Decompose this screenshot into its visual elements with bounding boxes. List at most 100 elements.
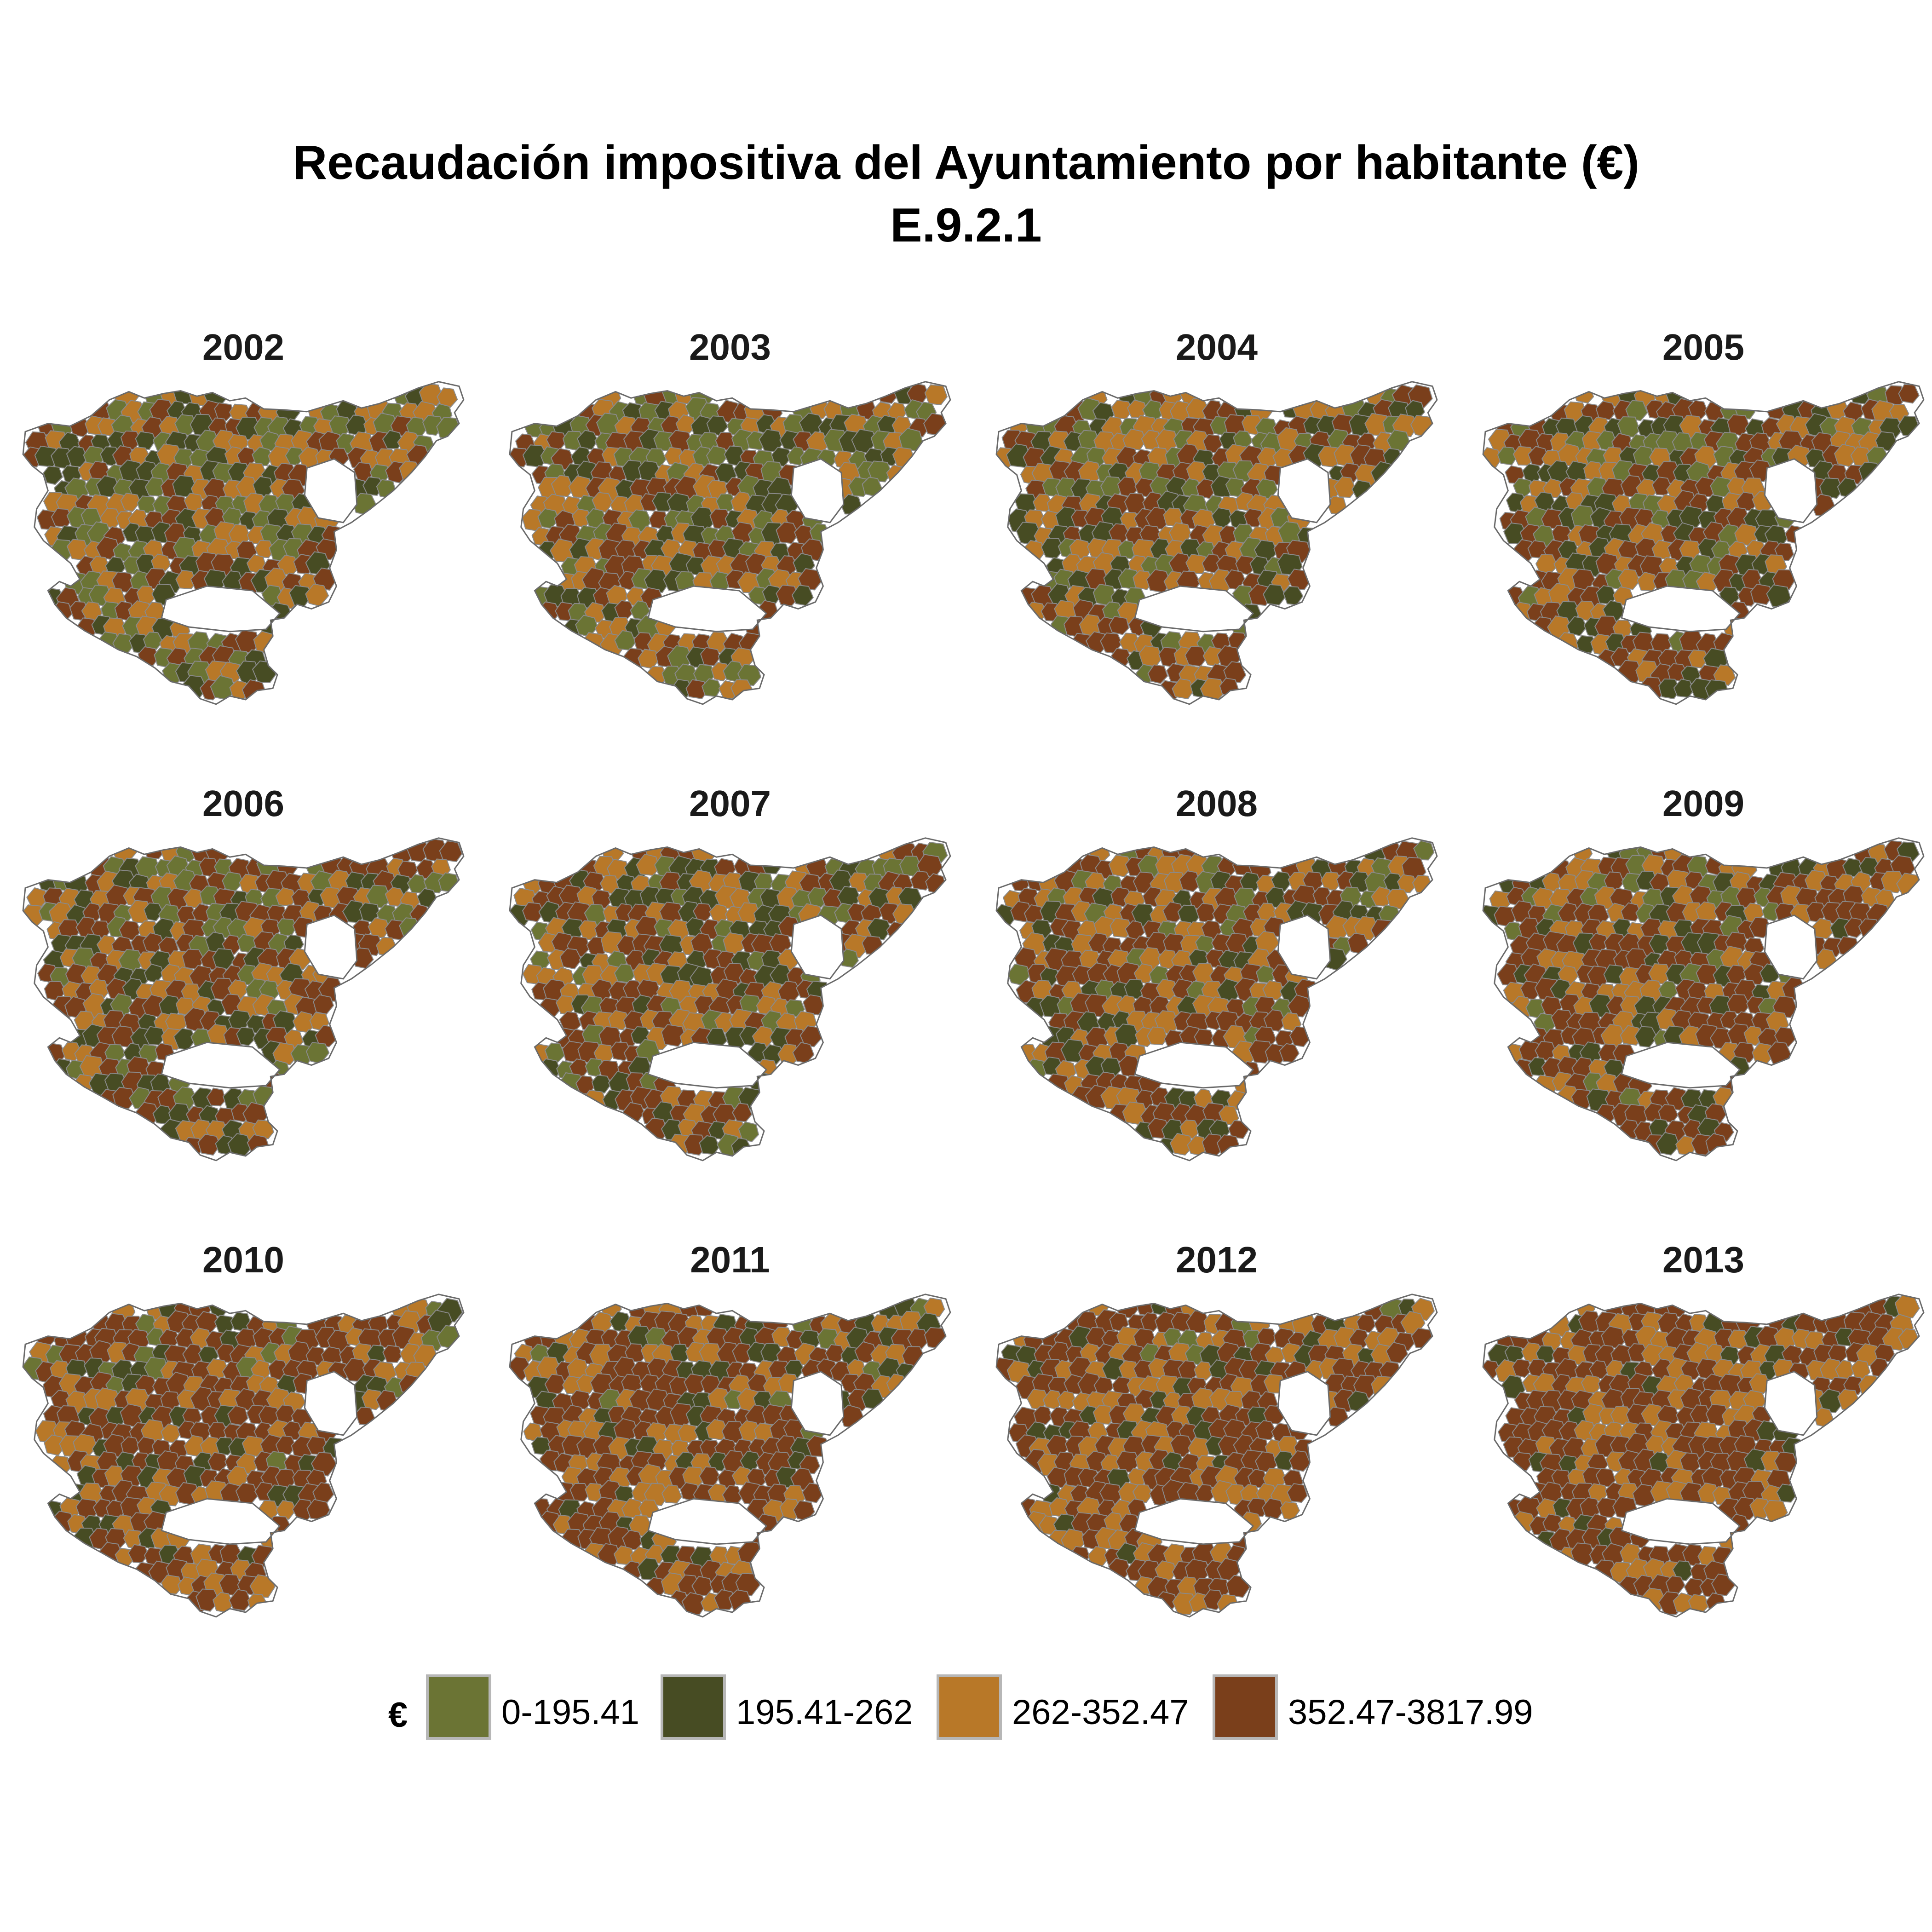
map-panel-2009: 2009 <box>1460 778 1932 1234</box>
municipality-region <box>1625 400 1648 421</box>
municipality-region <box>910 870 932 891</box>
municipality-region <box>1763 1500 1788 1523</box>
municipality-region <box>376 479 397 499</box>
choropleth-map <box>509 1294 951 1618</box>
municipality-region <box>1179 870 1201 892</box>
municipality-region <box>1140 1312 1161 1332</box>
municipality-region <box>1658 678 1681 700</box>
region-outline <box>509 1294 951 1618</box>
panel-year-label: 2004 <box>1176 327 1258 368</box>
municipality-region <box>155 1042 175 1062</box>
region-outline <box>1482 837 1925 1162</box>
map-panel-2002: 2002 <box>0 322 487 777</box>
municipality-region <box>924 384 948 406</box>
municipality-region <box>275 1435 297 1455</box>
municipality-layer <box>23 383 462 702</box>
municipality-region <box>143 902 164 921</box>
municipality-region <box>1092 1404 1115 1425</box>
municipality-region <box>867 917 891 941</box>
municipality-region <box>867 460 892 483</box>
panel-year-label: 2011 <box>690 1239 770 1280</box>
map-panel-2013: 2013 <box>1460 1235 1932 1690</box>
municipality-region <box>175 569 197 590</box>
municipality-region <box>254 540 275 558</box>
municipality-region <box>592 492 614 513</box>
municipality-region <box>1334 476 1357 498</box>
municipality-region <box>591 1075 612 1094</box>
region-outline <box>22 837 465 1162</box>
municipality-region <box>1750 583 1774 605</box>
municipality-region <box>1397 874 1417 894</box>
choropleth-map <box>509 381 951 705</box>
choropleth-map <box>509 837 951 1162</box>
municipality-region <box>1156 978 1178 1000</box>
municipality-region <box>1656 1132 1680 1156</box>
legend-swatch-4 <box>1213 1674 1278 1740</box>
municipality-region <box>1132 1484 1153 1503</box>
legend-swatch-2 <box>661 1674 726 1740</box>
legend-label-2: 195.41-262 <box>736 1693 913 1732</box>
municipality-region <box>1673 678 1694 698</box>
municipality-region <box>120 493 141 512</box>
municipality-region <box>1239 872 1261 892</box>
municipality-region <box>802 994 825 1016</box>
municipality-region <box>1110 917 1133 938</box>
municipality-region <box>206 1087 226 1107</box>
choropleth-map <box>22 837 465 1162</box>
municipality-region <box>1620 1025 1642 1046</box>
municipality-region <box>1818 1388 1844 1414</box>
municipality-region <box>1386 1342 1408 1363</box>
municipality-region <box>1137 854 1162 878</box>
municipality-region <box>419 383 444 407</box>
municipality-region <box>1133 570 1154 590</box>
municipality-region <box>762 584 782 604</box>
region-outline <box>509 381 951 705</box>
municipality-region <box>1287 994 1311 1018</box>
municipality-region <box>861 935 884 955</box>
municipality-region <box>1634 1026 1658 1048</box>
municipality-region <box>1273 1450 1296 1471</box>
municipality-region <box>136 585 157 605</box>
municipality-region <box>1185 553 1209 575</box>
panel-year-label: 2007 <box>689 783 771 824</box>
municipality-region <box>161 1574 183 1595</box>
panel-year-label: 2013 <box>1662 1239 1744 1280</box>
municipality-region <box>644 569 670 593</box>
page-subtitle: E.9.2.1 <box>890 199 1042 252</box>
legend-swatch-3 <box>937 1674 1002 1740</box>
municipality-region <box>1882 1327 1908 1351</box>
legend-label-4: 352.47-3817.99 <box>1288 1693 1533 1732</box>
municipality-region <box>196 1588 220 1612</box>
municipality-region <box>1147 664 1168 684</box>
municipality-region <box>1322 947 1347 971</box>
choropleth-map <box>22 381 465 705</box>
region-outline <box>1482 1294 1925 1618</box>
municipality-region <box>272 1042 297 1065</box>
municipality-region <box>684 1134 707 1156</box>
municipality-layer <box>510 1295 948 1616</box>
municipality-region <box>1247 1497 1269 1517</box>
municipality-region <box>597 1543 621 1565</box>
choropleth-map <box>995 1294 1438 1618</box>
map-panel-2012: 2012 <box>973 1235 1460 1690</box>
municipality-region <box>585 1483 605 1502</box>
map-panel-2010: 2010 <box>0 1235 487 1690</box>
municipality-region <box>229 1589 252 1611</box>
map-panel-2004: 2004 <box>973 322 1460 777</box>
municipality-region <box>112 1087 136 1110</box>
municipality-region <box>1287 1483 1308 1503</box>
municipality-region <box>1748 917 1771 938</box>
municipality-region <box>1108 854 1133 877</box>
municipality-region <box>681 1592 707 1616</box>
municipality-region <box>652 491 675 512</box>
municipality-region <box>1271 871 1293 892</box>
municipality-region <box>1263 584 1287 606</box>
region-outline <box>22 381 465 705</box>
municipality-region <box>44 1434 66 1456</box>
municipality-region <box>522 902 544 922</box>
municipality-region <box>43 466 63 485</box>
municipality-region <box>1194 1361 1214 1381</box>
municipality-layer <box>23 838 463 1157</box>
region-outline <box>22 1294 465 1618</box>
municipality-region <box>559 948 582 970</box>
